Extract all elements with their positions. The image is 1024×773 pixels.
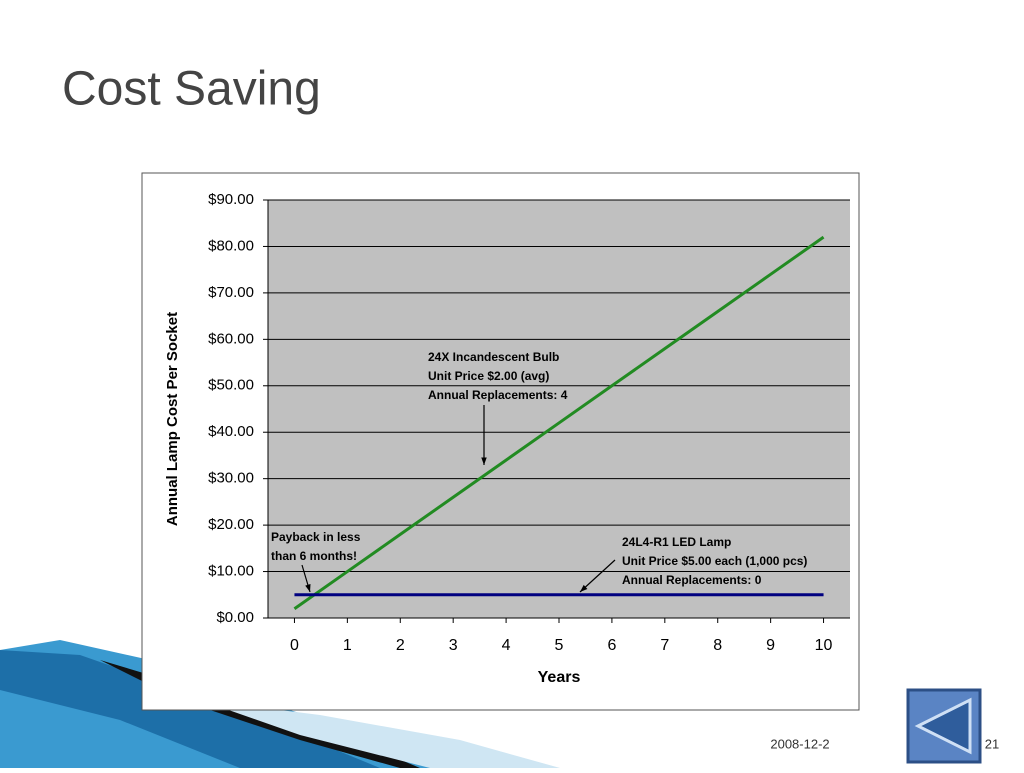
x-tick-label: 0	[290, 637, 299, 654]
annotation: Unit Price $5.00 each (1,000 pcs)	[622, 554, 807, 568]
annotation: 24L4-R1 LED Lamp	[622, 535, 731, 549]
x-tick-label: 5	[555, 637, 564, 654]
annotation: Annual Replacements: 4	[428, 388, 568, 402]
arrow-head	[481, 457, 487, 465]
y-tick-label: $50.00	[208, 377, 254, 394]
y-tick-label: $90.00	[208, 191, 254, 208]
arrow-head	[580, 584, 588, 592]
slide-number: 21	[985, 736, 999, 751]
x-tick-label: 3	[449, 637, 458, 654]
slide-date: 2008-12-2	[770, 736, 829, 751]
y-tick-label: $80.00	[208, 237, 254, 254]
x-axis-label: Years	[538, 669, 581, 686]
annotation-arrow	[579, 559, 616, 593]
x-tick-label: 2	[396, 637, 405, 654]
annotation: 24X Incandescent Bulb	[428, 350, 559, 364]
annotation: Annual Replacements: 0	[622, 573, 762, 587]
x-tick-label: 4	[502, 637, 511, 654]
annotation: Payback in less	[271, 530, 361, 544]
y-tick-label: $30.00	[208, 470, 254, 487]
y-tick-label: $10.00	[208, 563, 254, 580]
swoosh-light	[200, 700, 560, 768]
annotation: than 6 months!	[271, 549, 357, 563]
chart: $0.00 $10.00 $20.00 $30.00 $40.00 $50.00 $60.0…	[164, 191, 850, 686]
y-axis-label: Annual Lamp Cost Per Socket	[164, 312, 181, 526]
plot-area	[268, 200, 850, 618]
x-tick-label: 9	[766, 637, 775, 654]
x-tick-label: 6	[607, 637, 616, 654]
y-tick-label: $0.00	[216, 609, 254, 626]
y-tick-label: $20.00	[208, 516, 254, 533]
x-tick-label: 1	[343, 637, 352, 654]
x-tick-label: 7	[660, 637, 669, 654]
y-tick-label: $60.00	[208, 330, 254, 347]
arrow-head	[305, 584, 311, 592]
slide-title: Cost Saving	[62, 63, 321, 116]
y-tick-label: $40.00	[208, 423, 254, 440]
back-button[interactable]	[906, 688, 982, 764]
series-line	[293, 235, 825, 610]
button-arrow[interactable]	[914, 697, 972, 755]
x-tick-label: 8	[713, 637, 722, 654]
y-tick-label: $70.00	[208, 284, 254, 301]
x-tick-label: 10	[815, 637, 833, 654]
annotation: Unit Price $2.00 (avg)	[428, 369, 549, 383]
